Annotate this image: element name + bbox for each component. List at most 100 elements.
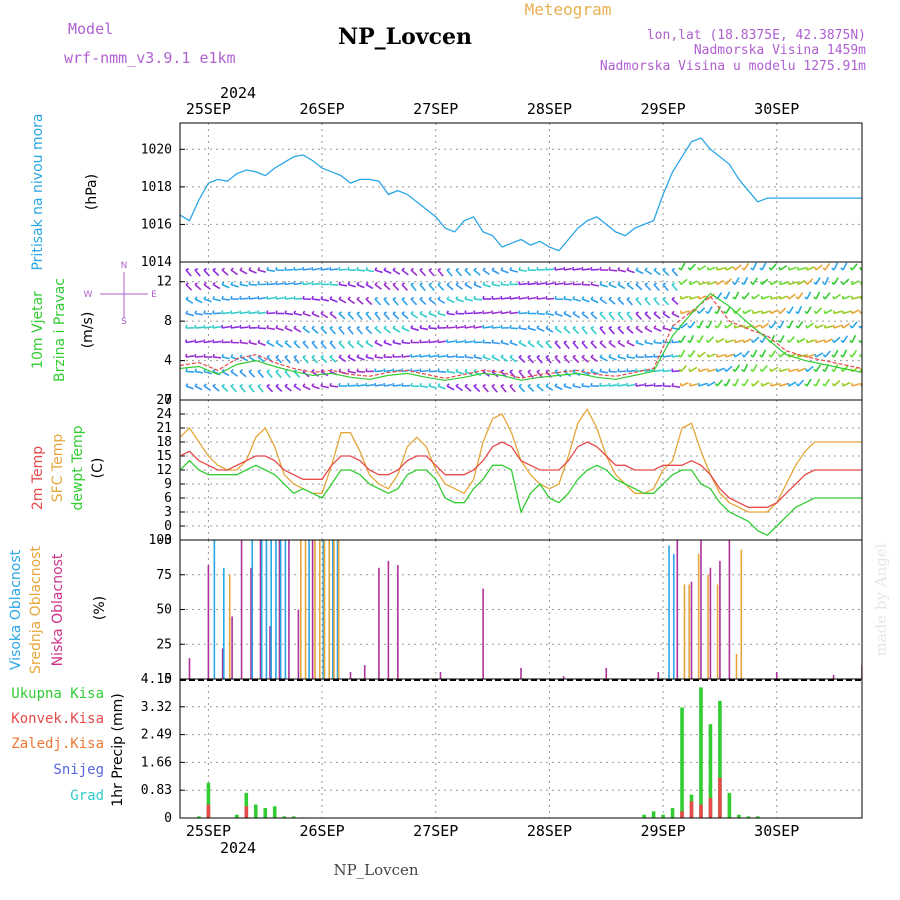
- wind-barb: [194, 326, 204, 329]
- wind-barb: [761, 262, 767, 271]
- wind-barb-tick: [437, 282, 442, 286]
- wind-barb: [563, 267, 573, 271]
- wind-barb: [725, 365, 733, 373]
- wind-barb-tick: [590, 281, 594, 285]
- wind-barb: [635, 269, 644, 275]
- wind-barb: [815, 264, 823, 271]
- wind-barb-tick: [221, 295, 224, 300]
- wind-barb: [680, 365, 687, 373]
- cloud-bar-low_cloud: [221, 648, 224, 679]
- wind-barb: [716, 367, 725, 373]
- legend-convective: Konvek.Kisa: [11, 711, 104, 727]
- wind-barb-tick: [374, 267, 378, 271]
- top-date-label: 30SEP: [754, 100, 799, 118]
- wind-barb: [464, 283, 473, 290]
- pressure-ytick-label: 1016: [141, 217, 172, 232]
- wind-barb-tick: [750, 281, 754, 286]
- wind-barb: [572, 298, 581, 302]
- wind-barb: [356, 356, 365, 361]
- wind-barb-tick: [796, 281, 799, 285]
- wind-barb-tick: [437, 310, 441, 314]
- wind-barb: [770, 309, 779, 315]
- wind-barb: [401, 312, 409, 320]
- cloud-bar-low_cloud: [231, 616, 233, 679]
- wind-barb-tick: [859, 266, 862, 271]
- wind-barb-tick: [581, 340, 586, 344]
- wind-barb-tick: [687, 267, 691, 271]
- wind-barb: [752, 349, 758, 358]
- wind-barb-tick: [491, 267, 495, 271]
- wind-barb-tick: [662, 267, 666, 271]
- wind-barb: [419, 354, 429, 358]
- wind-barb-tick: [275, 310, 278, 314]
- wind-barb: [644, 298, 651, 306]
- compass-arrows: [100, 272, 148, 318]
- chart-subtitle: Meteogram: [525, 0, 612, 19]
- wind-barb: [743, 378, 750, 387]
- wind-barb: [464, 370, 473, 376]
- wind-barb-tick: [644, 282, 649, 286]
- wind-barb: [203, 269, 210, 277]
- wind-barb-tick: [293, 383, 297, 387]
- wind-barb-tick: [392, 339, 396, 343]
- wind-barb: [194, 370, 204, 374]
- wind-barb: [509, 311, 519, 315]
- wind-barb-tick: [626, 311, 631, 315]
- wind-barb-tick: [473, 339, 476, 343]
- wind-barb-tick: [293, 355, 298, 358]
- wind-barb: [257, 385, 264, 393]
- wind-barb: [491, 385, 498, 393]
- wind-barb-tick: [419, 267, 424, 271]
- wind-barb-tick: [554, 340, 559, 344]
- wind-barb: [410, 269, 418, 276]
- wind-barb: [725, 339, 734, 344]
- wind-barb-tick: [599, 354, 603, 358]
- wind-barb: [239, 283, 249, 287]
- wind-barb-tick: [329, 311, 333, 315]
- wind-barb: [365, 383, 375, 387]
- wind-barb-tick: [239, 324, 242, 329]
- wind-barb: [419, 385, 429, 388]
- wind-barb: [311, 356, 318, 364]
- wind-barb: [509, 296, 519, 300]
- wind-barb-tick: [545, 355, 550, 358]
- wind-barb: [536, 341, 544, 349]
- wind-barb: [572, 341, 579, 350]
- wind-barb: [626, 383, 636, 387]
- wind-barb: [311, 312, 320, 318]
- precip-bar-total_rain: [708, 724, 713, 818]
- wind-barb: [401, 341, 411, 345]
- wind-barb: [788, 281, 797, 286]
- wind-barb-tick: [563, 310, 567, 315]
- wind-barb: [248, 385, 255, 393]
- wind-barb-tick: [536, 266, 539, 271]
- wind-barb: [581, 327, 588, 335]
- precip-bar-total_rain: [746, 816, 751, 818]
- wind-barb-tick: [401, 296, 406, 300]
- wind-barb-tick: [554, 325, 558, 329]
- wind-barb-tick: [732, 310, 736, 314]
- wind-barb: [842, 295, 851, 300]
- wind-barb: [212, 325, 222, 329]
- wind-barb: [275, 282, 285, 286]
- cloud-ytick-label: 25: [156, 637, 172, 652]
- wind-barb: [680, 262, 686, 271]
- wind-barb: [851, 349, 858, 358]
- wind-barb-tick: [840, 368, 844, 372]
- wind-barb-tick: [563, 281, 566, 285]
- cloud-marks: [188, 540, 862, 679]
- wind-barb: [707, 320, 713, 329]
- wind-barb: [437, 385, 446, 390]
- cloud-bar-mid_cloud: [683, 584, 686, 679]
- wind-barb-tick: [572, 310, 576, 315]
- wind-barb: [617, 269, 626, 273]
- precip-bar-total_rain: [737, 814, 741, 818]
- wind-line-temp2m: [180, 295, 862, 379]
- wind-barb-tick: [572, 382, 576, 387]
- wind-barb-tick: [338, 354, 342, 358]
- wind-barb: [806, 365, 814, 373]
- precip-bar-convective: [699, 804, 703, 818]
- wind-barb: [563, 356, 571, 364]
- wind-barb: [221, 298, 231, 301]
- wind-barb-tick: [813, 368, 817, 373]
